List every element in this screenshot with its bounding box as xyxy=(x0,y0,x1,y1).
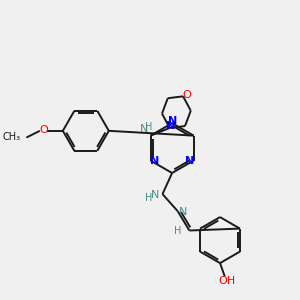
Text: N: N xyxy=(166,121,175,131)
Text: N: N xyxy=(151,190,159,200)
Text: H: H xyxy=(145,122,152,131)
Text: O: O xyxy=(183,90,191,100)
Text: N: N xyxy=(168,116,178,126)
Text: CH₃: CH₃ xyxy=(2,132,21,142)
Text: N: N xyxy=(185,155,194,166)
Text: O: O xyxy=(39,125,48,135)
Text: N: N xyxy=(150,155,159,166)
Text: N: N xyxy=(178,207,187,217)
Text: H: H xyxy=(174,226,182,236)
Text: H: H xyxy=(146,193,153,203)
Text: OH: OH xyxy=(218,276,235,286)
Text: N: N xyxy=(140,124,149,134)
